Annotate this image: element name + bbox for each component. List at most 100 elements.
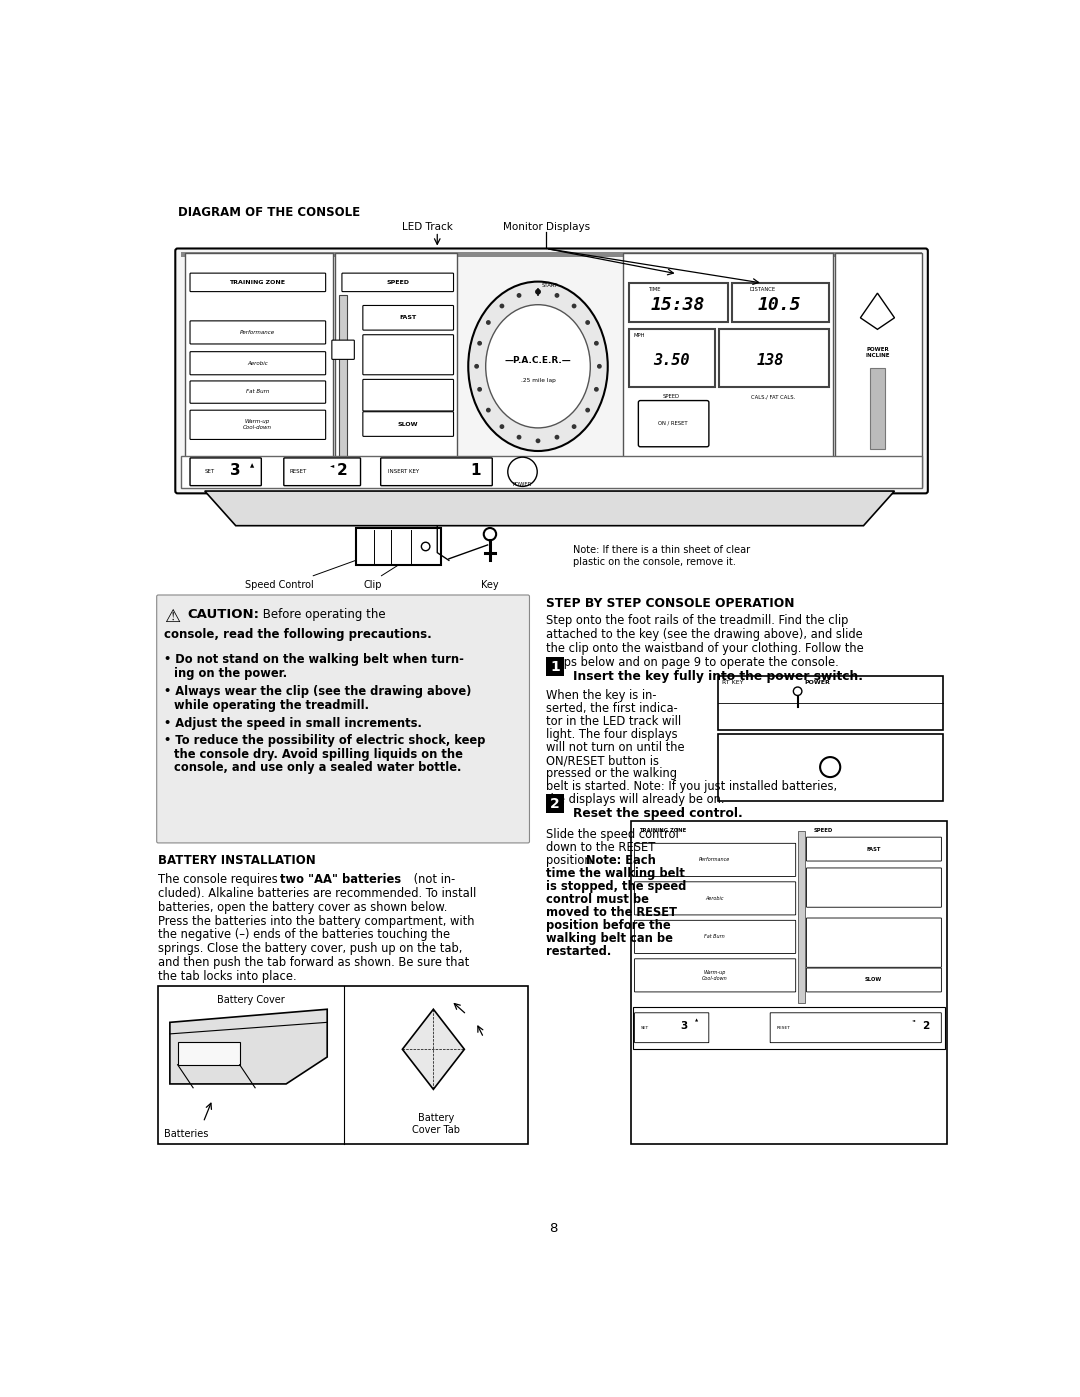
FancyBboxPatch shape [807, 837, 942, 861]
Bar [633, 1007, 945, 1049]
Circle shape [537, 439, 540, 443]
FancyBboxPatch shape [634, 882, 796, 915]
Text: 3: 3 [230, 462, 241, 478]
Polygon shape [861, 293, 894, 330]
FancyBboxPatch shape [190, 381, 326, 404]
Circle shape [478, 387, 482, 391]
Text: CAUTION:: CAUTION: [188, 608, 259, 622]
FancyBboxPatch shape [363, 306, 454, 330]
Text: console, and use only a sealed water bottle.: console, and use only a sealed water bot… [174, 761, 461, 774]
Circle shape [794, 687, 801, 696]
Circle shape [508, 457, 537, 486]
Circle shape [820, 757, 840, 777]
Text: is stopped, the speed: is stopped, the speed [545, 880, 686, 893]
Bar [335, 253, 457, 488]
FancyBboxPatch shape [634, 921, 796, 953]
Circle shape [487, 321, 490, 324]
FancyBboxPatch shape [634, 958, 796, 992]
Text: STEP BY STEP CONSOLE OPERATION: STEP BY STEP CONSOLE OPERATION [545, 598, 794, 610]
Text: console, read the following precautions.: console, read the following precautions. [164, 629, 432, 641]
Text: 2: 2 [337, 462, 348, 478]
Bar [159, 986, 528, 1144]
Text: moved to the RESET: moved to the RESET [545, 907, 677, 919]
Text: The console requires: The console requires [159, 873, 282, 886]
Text: belt is started. Note: If you just installed batteries,: belt is started. Note: If you just insta… [545, 780, 837, 792]
Text: FAST: FAST [866, 847, 881, 852]
Bar [630, 284, 728, 321]
FancyBboxPatch shape [190, 274, 326, 292]
Bar [180, 457, 922, 488]
FancyBboxPatch shape [807, 968, 942, 992]
Circle shape [595, 387, 598, 391]
Text: RT KEY: RT KEY [723, 679, 744, 685]
Text: Slide the speed control: Slide the speed control [545, 827, 678, 841]
FancyBboxPatch shape [634, 844, 796, 876]
FancyBboxPatch shape [807, 868, 942, 907]
FancyBboxPatch shape [380, 458, 492, 486]
Text: Fat Burn: Fat Burn [246, 390, 269, 394]
Text: POWER: POWER [513, 482, 532, 488]
Circle shape [586, 408, 590, 412]
Circle shape [595, 342, 598, 345]
Text: • To reduce the possibility of electric shock, keep: • To reduce the possibility of electric … [164, 735, 486, 747]
Text: and then push the tab forward as shown. Be sure that: and then push the tab forward as shown. … [159, 956, 470, 970]
Text: 15:38: 15:38 [650, 296, 704, 314]
Bar [177, 1042, 240, 1065]
Bar [356, 528, 441, 564]
Polygon shape [403, 1009, 464, 1090]
Text: 3: 3 [680, 1021, 687, 1031]
Text: Note: If there is a thin sheet of clear
plastic on the console, remove it.: Note: If there is a thin sheet of clear … [572, 545, 750, 567]
Text: Note: Each: Note: Each [545, 854, 656, 866]
Text: springs. Close the battery cover, push up on the tab,: springs. Close the battery cover, push u… [159, 942, 462, 956]
Text: ON / RESET: ON / RESET [658, 420, 688, 426]
Text: POWER
INCLINE: POWER INCLINE [865, 346, 890, 358]
Text: the console dry. Avoid spilling liquids on the: the console dry. Avoid spilling liquids … [174, 749, 462, 761]
Bar [718, 676, 943, 729]
Circle shape [537, 291, 540, 293]
Text: SLOW: SLOW [397, 422, 418, 426]
Bar [186, 253, 333, 488]
Text: attached to the key (see the drawing above), and slide: attached to the key (see the drawing abo… [545, 629, 863, 641]
Text: Fat Burn: Fat Burn [704, 935, 725, 939]
FancyBboxPatch shape [190, 321, 326, 344]
FancyBboxPatch shape [770, 1013, 942, 1042]
Bar [180, 253, 922, 257]
Text: Monitor Displays: Monitor Displays [503, 222, 591, 232]
Text: 138: 138 [757, 352, 784, 367]
FancyBboxPatch shape [363, 335, 454, 374]
Circle shape [572, 305, 576, 307]
Bar [631, 820, 947, 1144]
Text: ing on the power.: ing on the power. [174, 666, 287, 679]
Text: control must be: control must be [545, 893, 649, 907]
Ellipse shape [486, 305, 591, 427]
FancyBboxPatch shape [284, 458, 361, 486]
Text: serted, the first indica-: serted, the first indica- [545, 703, 677, 715]
FancyBboxPatch shape [807, 918, 942, 967]
Text: will not turn on until the: will not turn on until the [545, 742, 685, 754]
Bar [545, 658, 565, 676]
Text: ON/RESET button is: ON/RESET button is [545, 754, 659, 767]
Circle shape [517, 293, 521, 298]
Text: Performance: Performance [699, 858, 730, 862]
Bar [869, 367, 886, 448]
Text: steps below and on page 9 to operate the console.: steps below and on page 9 to operate the… [545, 655, 838, 669]
Circle shape [478, 342, 482, 345]
Text: Key: Key [481, 580, 499, 590]
Text: cluded). Alkaline batteries are recommended. To install: cluded). Alkaline batteries are recommen… [159, 887, 476, 900]
Text: —P.A.C.E.R.—: —P.A.C.E.R.— [504, 356, 571, 366]
Text: Reset the speed control.: Reset the speed control. [572, 806, 743, 820]
Text: POWER: POWER [805, 679, 829, 685]
Text: Clip: Clip [364, 580, 382, 590]
Circle shape [421, 542, 430, 550]
Bar [630, 330, 715, 387]
Text: down to the RESET: down to the RESET [545, 841, 656, 854]
Text: ◄: ◄ [913, 1018, 916, 1023]
Text: TRAINING ZONE: TRAINING ZONE [638, 828, 686, 833]
Text: DIAGRAM OF THE CONSOLE: DIAGRAM OF THE CONSOLE [177, 207, 360, 219]
Text: 10.5: 10.5 [758, 296, 801, 314]
Text: batteries, open the battery cover as shown below.: batteries, open the battery cover as sho… [159, 901, 447, 914]
Text: Before operating the: Before operating the [259, 608, 386, 622]
Text: Batteries: Batteries [164, 1129, 208, 1139]
Text: START: START [542, 284, 558, 288]
Text: 1: 1 [550, 659, 559, 673]
